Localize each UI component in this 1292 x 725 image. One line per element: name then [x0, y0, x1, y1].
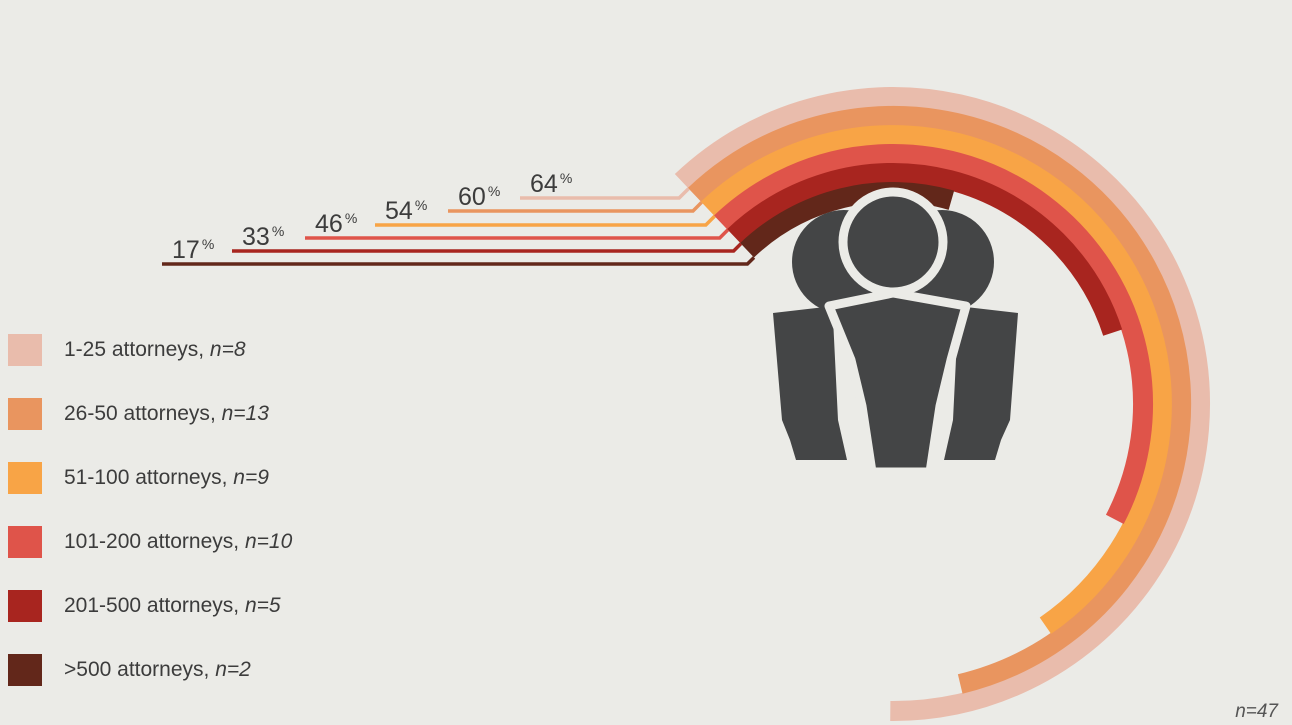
leader-line [162, 256, 756, 266]
data-label: 33% [242, 223, 284, 251]
leader-layer: 64 % 60 % 54 % 46 % 33 % 17% [162, 170, 756, 266]
data-label: 64% [530, 170, 572, 198]
legend-category: 201-500 attorneys [64, 594, 234, 617]
legend-swatch [8, 334, 42, 366]
arc-bar [674, 87, 1210, 722]
legend-count: n=9 [233, 466, 269, 489]
leader-line [448, 201, 703, 213]
legend-category: 51-100 attorneys [64, 466, 222, 489]
legend-item: 26-50 attorneys, n=13 [8, 397, 292, 431]
legend-category: 101-200 attorneys [64, 530, 234, 553]
data-label: 46% [315, 210, 357, 238]
data-label: 60% [458, 183, 500, 211]
arc-bar [727, 162, 1123, 336]
legend-item: >500 attorneys, n=2 [8, 653, 292, 687]
legend-swatch [8, 398, 42, 430]
legend-swatch [8, 526, 42, 558]
leader-line [305, 228, 730, 240]
data-label: 54% [385, 197, 427, 225]
total-sample-size: n=47 [1235, 701, 1278, 722]
legend-count: n=2 [215, 658, 251, 681]
arc-bar [700, 125, 1172, 634]
arc-bar [714, 144, 1154, 525]
legend-swatch [8, 462, 42, 494]
arc-layer [674, 87, 1210, 722]
legend-count: n=5 [244, 594, 281, 617]
group-of-people-icon [773, 187, 1018, 477]
legend-swatch [8, 590, 42, 622]
legend-item: 101-200 attorneys, n=10 [8, 525, 292, 559]
legend: 1-25 attorneys, n=8 26-50 attorneys, n=1… [8, 333, 292, 717]
legend-category: 1-25 attorneys [64, 338, 199, 361]
leader-line [232, 242, 743, 253]
legend-count: n=8 [209, 338, 246, 361]
legend-label: 1-25 attorneys, n=8 [64, 338, 246, 361]
legend-item: 51-100 attorneys, n=9 [8, 461, 292, 495]
arc-bar [687, 105, 1192, 694]
legend-category: >500 attorneys [64, 658, 204, 681]
legend-label: 101-200 attorneys, n=10 [64, 530, 293, 553]
legend-label: 26-50 attorneys, n=13 [64, 402, 269, 425]
legend-count: n=13 [221, 402, 269, 425]
data-label: 17% [172, 236, 214, 264]
arc-bar [740, 182, 955, 258]
legend-category: 26-50 attorneys [64, 402, 210, 425]
legend-count: n=10 [244, 530, 293, 553]
leader-line [375, 214, 716, 227]
legend-item: 1-25 attorneys, n=8 [8, 333, 292, 367]
legend-item: 201-500 attorneys, n=5 [8, 589, 292, 623]
legend-label: 51-100 attorneys, n=9 [64, 466, 269, 489]
legend-label: >500 attorneys, n=2 [64, 658, 251, 681]
legend-swatch [8, 654, 42, 686]
leader-line [520, 187, 690, 200]
legend-label: 201-500 attorneys, n=5 [64, 594, 281, 617]
